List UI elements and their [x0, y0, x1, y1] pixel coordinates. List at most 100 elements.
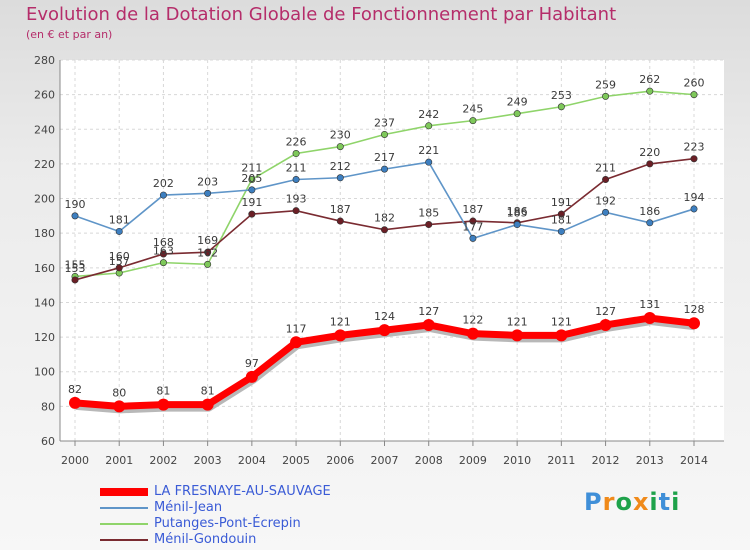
data-label: 187 [330, 203, 351, 216]
data-label: 202 [153, 177, 174, 190]
data-label: 211 [595, 161, 616, 174]
data-label: 81 [201, 385, 215, 398]
chart-title: Evolution de la Dotation Globale de Fonc… [26, 4, 617, 25]
data-label: 220 [639, 146, 660, 159]
data-point [69, 396, 81, 409]
data-label: 203 [197, 175, 218, 188]
data-point [201, 398, 214, 411]
data-point [204, 260, 212, 268]
x-tick-label: 2003 [194, 454, 222, 467]
data-label: 249 [507, 96, 528, 109]
data-point [290, 336, 303, 349]
data-label: 185 [507, 207, 528, 220]
data-label: 186 [639, 205, 660, 218]
x-tick-label: 2011 [547, 454, 575, 467]
data-point [378, 324, 391, 337]
grid-layer [60, 59, 724, 442]
data-point [425, 122, 433, 130]
series-la-fresnaye-au-sauvage [69, 312, 700, 414]
data-point [248, 186, 256, 194]
data-point [643, 312, 656, 325]
data-point [469, 234, 477, 242]
data-label: 80 [112, 386, 126, 399]
data-label: 190 [65, 198, 86, 211]
chart-subtitle: (en € et par an) [26, 28, 113, 41]
data-label: 191 [551, 196, 572, 209]
data-label: 242 [418, 108, 439, 121]
data-label: 253 [551, 89, 572, 102]
data-label: 223 [684, 141, 705, 154]
data-label: 127 [418, 305, 439, 318]
data-point [602, 92, 610, 100]
data-point [292, 207, 300, 215]
legend-label-menil-jean: Ménil-Jean [154, 500, 223, 515]
data-label: 230 [330, 129, 351, 142]
series-putanges-pont-crepin [71, 87, 698, 280]
data-point [513, 221, 521, 229]
data-point [688, 317, 700, 330]
data-point [336, 143, 344, 151]
series-layer [69, 87, 700, 414]
data-point [690, 155, 698, 163]
data-point [71, 276, 79, 284]
data-point [248, 210, 256, 218]
data-point [422, 318, 435, 331]
data-point [557, 103, 565, 111]
data-label: 185 [418, 207, 439, 220]
logo-letter: t [658, 488, 672, 516]
legend-label-menil-gondouin: Ménil-Gondouin [154, 532, 257, 547]
x-tick-label: 2004 [238, 454, 266, 467]
x-tick-label: 2002 [149, 454, 177, 467]
data-point [159, 191, 167, 199]
data-label: 217 [374, 151, 395, 164]
data-label: 153 [65, 262, 86, 275]
data-point [555, 329, 568, 342]
x-tick-label: 2009 [459, 454, 487, 467]
logo-letter: x [632, 488, 650, 516]
x-tick-label: 2000 [61, 454, 89, 467]
plot-background [60, 60, 724, 441]
data-label: 82 [68, 383, 82, 396]
data-label: 155 [65, 258, 86, 271]
axis-layer: 60 80 100 120 140 160 180 200 220 240 260 280 2000 20… [34, 54, 724, 467]
data-label: 177 [462, 220, 483, 233]
data-label: 128 [684, 303, 705, 316]
data-label: 212 [330, 160, 351, 173]
data-label: 182 [374, 212, 395, 225]
y-tick-label: 220 [34, 158, 55, 171]
x-tick-label: 2008 [415, 454, 443, 467]
data-label: 163 [153, 245, 174, 258]
data-point [248, 175, 256, 183]
data-label-layer: 155 157 163 162 211 226 230 237 242 245 249 253 259 2… [65, 73, 705, 399]
data-label: 169 [197, 234, 218, 247]
data-point [557, 227, 565, 235]
data-point [292, 175, 300, 183]
logo-letter: i [671, 488, 681, 516]
data-label: 162 [197, 246, 218, 259]
data-point [425, 158, 433, 166]
data-label: 124 [374, 310, 395, 323]
data-point [557, 210, 565, 218]
logo-letter: o [615, 488, 633, 516]
data-label: 122 [462, 314, 483, 327]
data-label: 194 [684, 191, 705, 204]
data-point [115, 227, 123, 235]
y-tick-label: 160 [34, 262, 55, 275]
data-point [204, 248, 212, 256]
data-point [292, 150, 300, 158]
data-point [646, 219, 654, 227]
data-label: 121 [330, 315, 351, 328]
data-label: 121 [551, 315, 572, 328]
data-point [690, 205, 698, 213]
data-label: 211 [241, 161, 262, 174]
data-point [425, 221, 433, 229]
y-tick-label: 180 [34, 227, 55, 240]
data-label: 193 [286, 193, 307, 206]
data-point [511, 329, 524, 342]
data-point [115, 264, 123, 272]
data-label: 191 [241, 196, 262, 209]
data-point [646, 87, 654, 95]
data-point [466, 327, 479, 340]
